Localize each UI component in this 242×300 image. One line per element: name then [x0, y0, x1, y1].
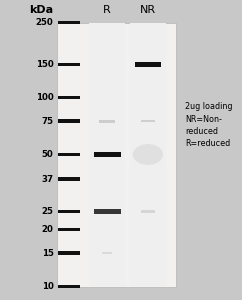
- Bar: [58, 209, 80, 213]
- Text: 20: 20: [42, 225, 53, 234]
- Text: 15: 15: [42, 249, 53, 258]
- Bar: [58, 153, 80, 156]
- Text: 75: 75: [42, 117, 53, 126]
- Text: 250: 250: [36, 18, 53, 27]
- Bar: [58, 228, 80, 232]
- Text: 50: 50: [42, 150, 53, 159]
- Text: 37: 37: [41, 175, 53, 184]
- Bar: [58, 63, 80, 66]
- Bar: [58, 96, 80, 100]
- Bar: [89, 22, 125, 286]
- Bar: [58, 119, 80, 123]
- Bar: [58, 251, 80, 255]
- Bar: [94, 209, 121, 214]
- Bar: [135, 62, 161, 67]
- Text: 100: 100: [36, 93, 53, 102]
- Bar: [58, 177, 80, 181]
- Text: 25: 25: [42, 207, 53, 216]
- Text: 2ug loading
NR=Non-
reduced
R=reduced: 2ug loading NR=Non- reduced R=reduced: [185, 102, 233, 148]
- Bar: [58, 285, 80, 288]
- Bar: [141, 120, 155, 122]
- Text: R: R: [103, 5, 111, 15]
- Text: 10: 10: [42, 282, 53, 291]
- Ellipse shape: [133, 144, 163, 165]
- Bar: [99, 120, 115, 123]
- Bar: [141, 210, 155, 212]
- Text: kDa: kDa: [30, 5, 53, 15]
- Bar: [57, 22, 176, 286]
- Text: 150: 150: [36, 60, 53, 69]
- Text: NR: NR: [140, 5, 156, 15]
- Bar: [94, 152, 121, 157]
- Bar: [58, 21, 80, 24]
- Bar: [130, 22, 166, 286]
- Bar: [102, 252, 112, 254]
